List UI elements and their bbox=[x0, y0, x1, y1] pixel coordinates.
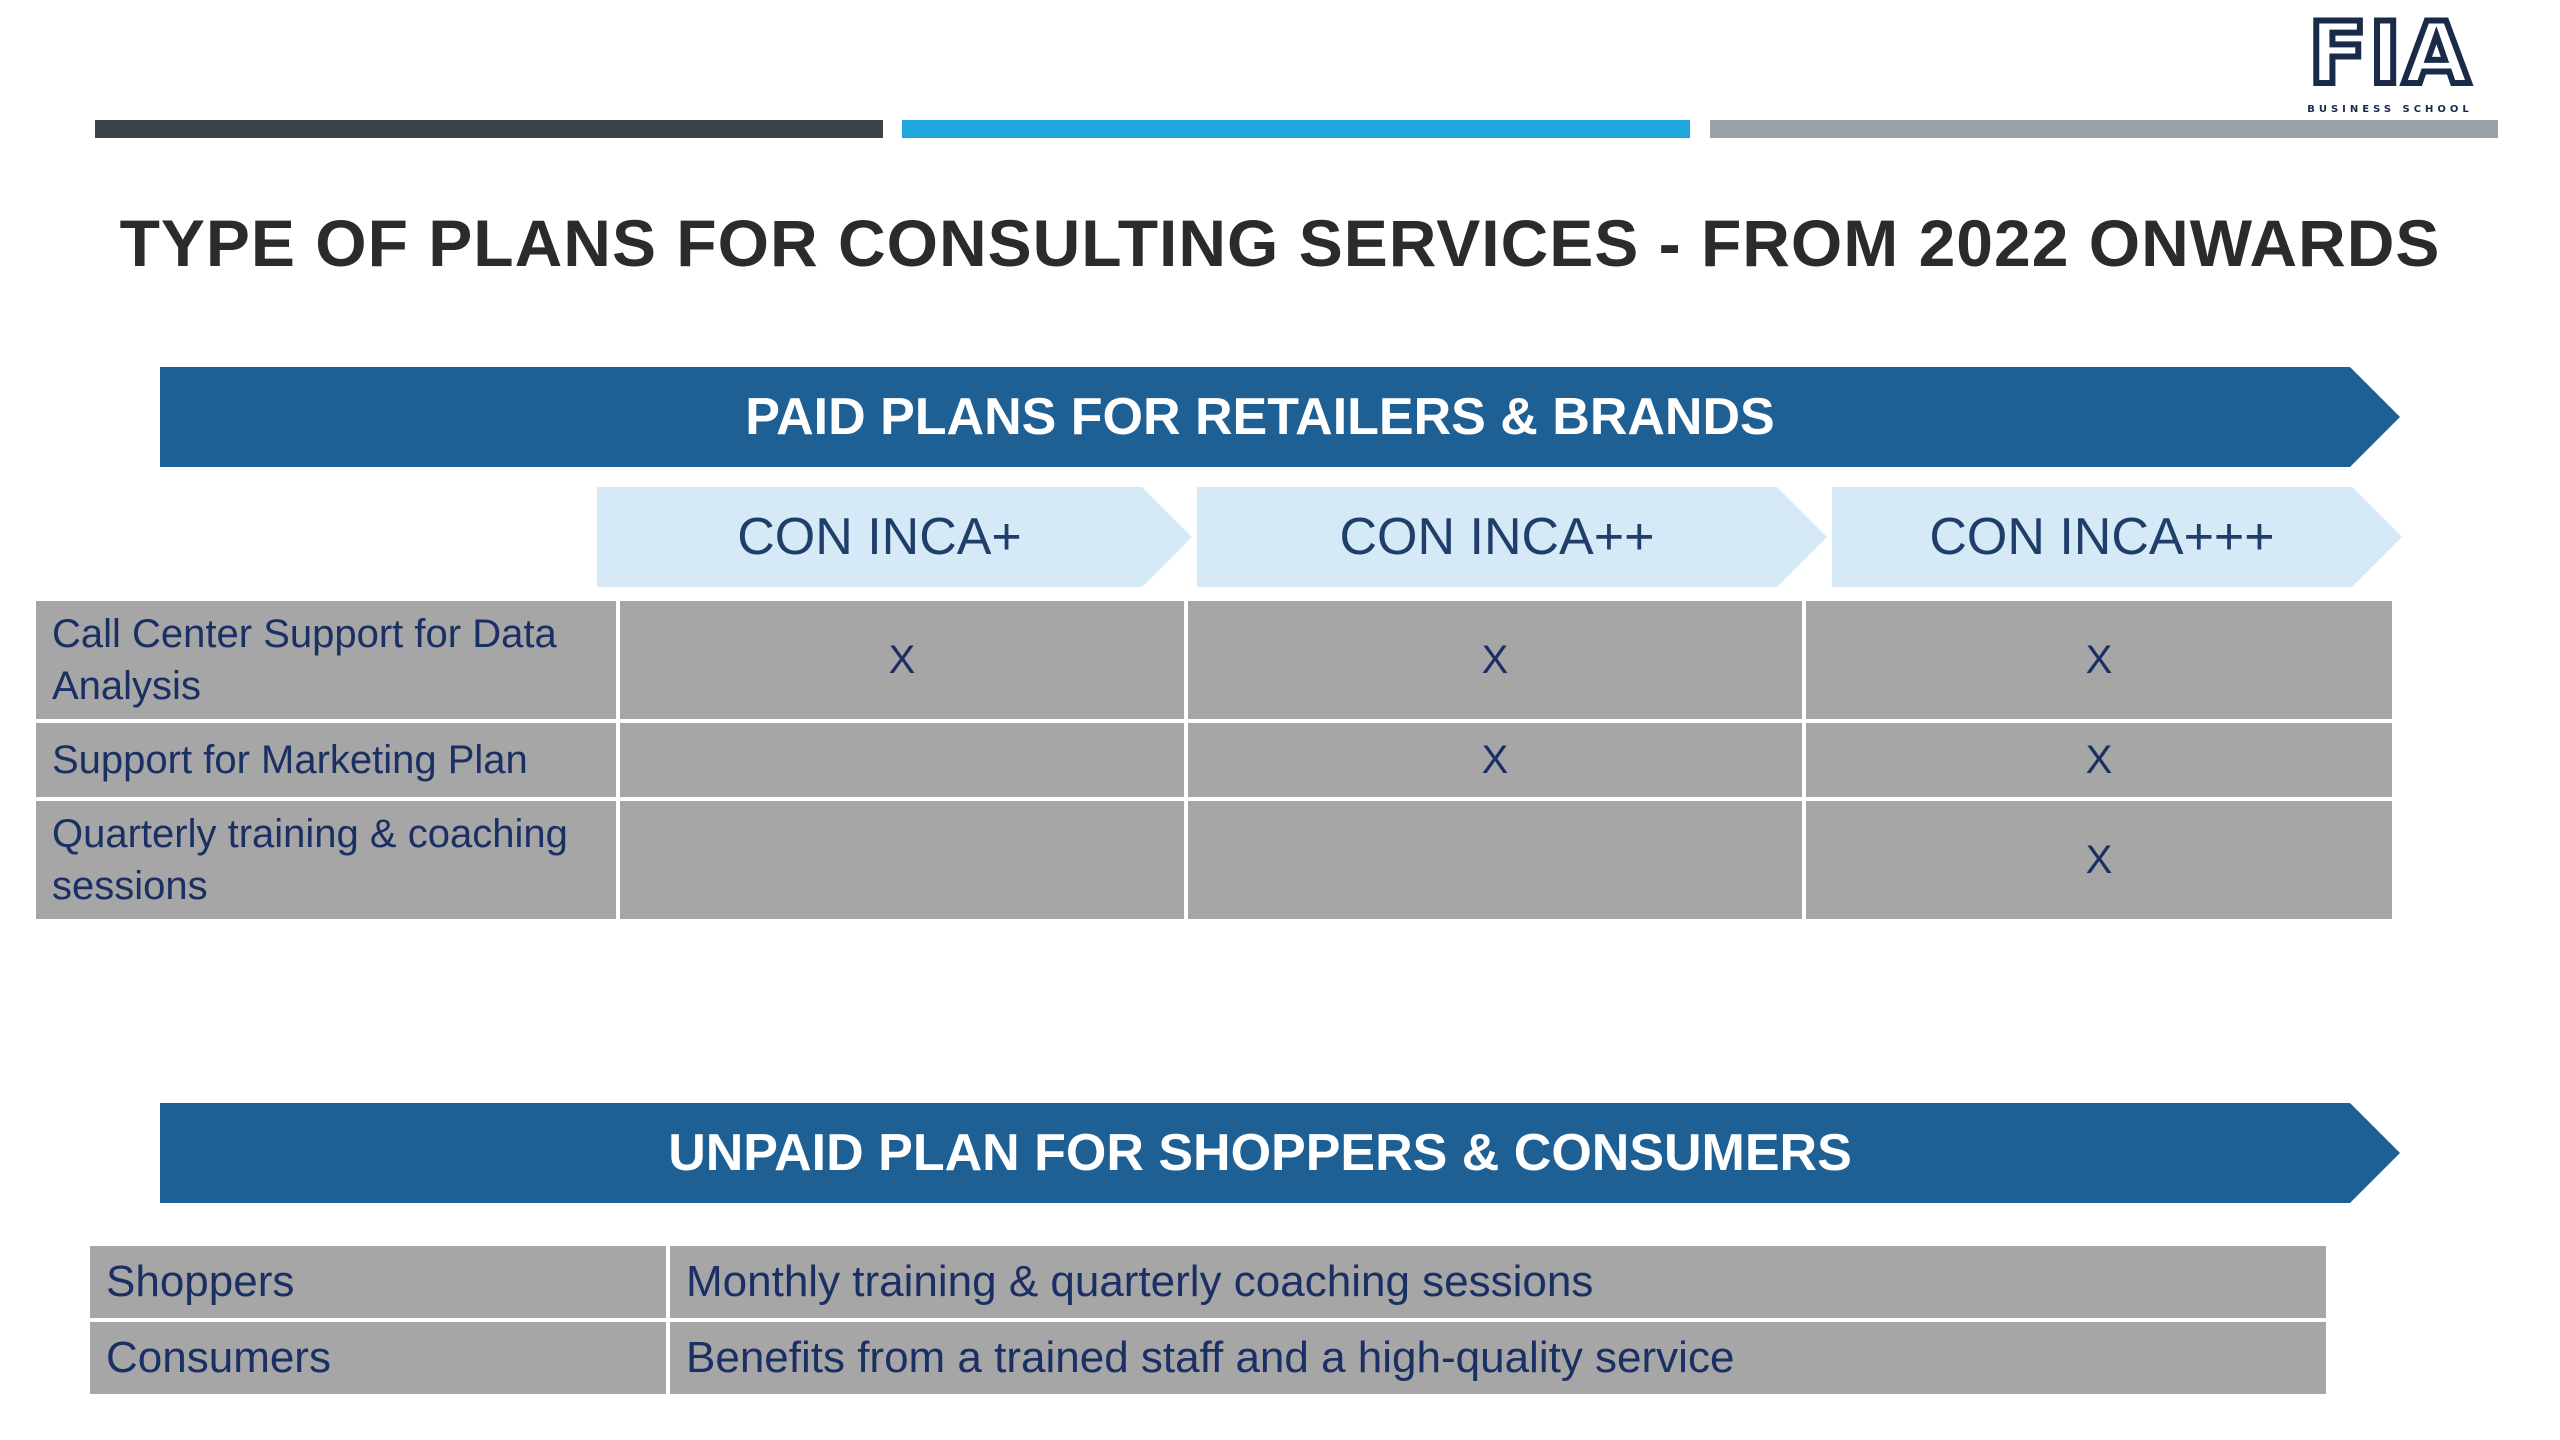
paid-plans-banner: PAID PLANS FOR RETAILERS & BRANDS bbox=[160, 367, 2400, 467]
header-bar-dark bbox=[95, 120, 883, 138]
unpaid-plan-table: Shoppers Monthly training & quarterly co… bbox=[86, 1242, 2330, 1398]
feature-label: Quarterly training & coaching sessions bbox=[36, 801, 616, 919]
logo-subtitle: BUSINESS SCHOOL bbox=[2307, 104, 2473, 115]
table-row: Consumers Benefits from a trained staff … bbox=[90, 1322, 2326, 1394]
fia-logo: FIA BUSINESS SCHOOL bbox=[2285, 4, 2495, 118]
slide-title: TYPE OF PLANS FOR CONSULTING SERVICES - … bbox=[119, 206, 2441, 280]
audience-label: Shoppers bbox=[90, 1246, 666, 1318]
header-bar-gray bbox=[1710, 120, 2498, 138]
plan-header-con-inca-plus-plus-plus: CON INCA+++ bbox=[1832, 487, 2402, 587]
benefit-text: Benefits from a trained staff and a high… bbox=[670, 1322, 2326, 1394]
table-row: Quarterly training & coaching sessions X bbox=[36, 801, 2392, 919]
logo-mark: FIA bbox=[2305, 4, 2472, 104]
table-row: Call Center Support for Data Analysis X … bbox=[36, 601, 2392, 719]
plan1-check bbox=[620, 801, 1184, 919]
plan3-check: X bbox=[1806, 601, 2392, 719]
plan3-check: X bbox=[1806, 801, 2392, 919]
paid-features-table: Call Center Support for Data Analysis X … bbox=[32, 597, 2396, 923]
plan3-check: X bbox=[1806, 723, 2392, 797]
header-bar-blue bbox=[902, 120, 1690, 138]
plan1-check bbox=[620, 723, 1184, 797]
unpaid-plan-banner: UNPAID PLAN FOR SHOPPERS & CONSUMERS bbox=[160, 1103, 2400, 1203]
audience-label: Consumers bbox=[90, 1322, 666, 1394]
plan2-check: X bbox=[1188, 601, 1802, 719]
plan2-check: X bbox=[1188, 723, 1802, 797]
table-row: Shoppers Monthly training & quarterly co… bbox=[90, 1246, 2326, 1318]
plan-header-con-inca-plus-plus: CON INCA++ bbox=[1197, 487, 1827, 587]
plan1-check: X bbox=[620, 601, 1184, 719]
plan2-check bbox=[1188, 801, 1802, 919]
benefit-text: Monthly training & quarterly coaching se… bbox=[670, 1246, 2326, 1318]
plan-header-con-inca-plus: CON INCA+ bbox=[597, 487, 1192, 587]
feature-label: Support for Marketing Plan bbox=[36, 723, 616, 797]
feature-label: Call Center Support for Data Analysis bbox=[36, 601, 616, 719]
table-row: Support for Marketing Plan X X bbox=[36, 723, 2392, 797]
